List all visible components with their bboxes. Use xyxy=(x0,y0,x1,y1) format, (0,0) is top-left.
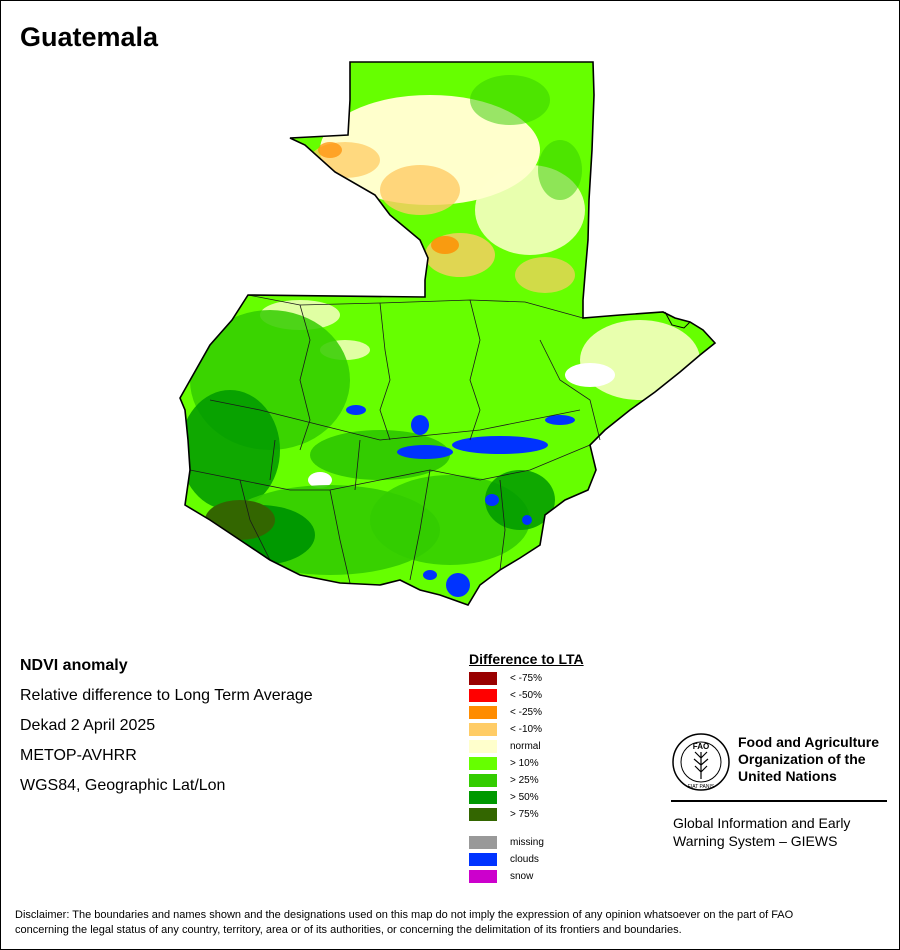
disclaimer: Disclaimer: The boundaries and names sho… xyxy=(15,908,885,938)
legend-item: missing xyxy=(469,836,544,849)
legend-swatch xyxy=(469,689,497,702)
organization-name: Food and Agriculture Organization of the… xyxy=(738,734,879,785)
legend-label: > 25% xyxy=(510,775,539,786)
legend-label: clouds xyxy=(510,854,539,865)
fao-logo-text: FAO xyxy=(693,742,709,751)
legend-swatch xyxy=(469,836,497,849)
legend-swatch xyxy=(469,870,497,883)
map-info: NDVI anomaly Relative difference to Long… xyxy=(20,657,313,807)
legend-item: < -10% xyxy=(469,723,542,736)
legend-label: > 10% xyxy=(510,758,539,769)
department-borders xyxy=(189,294,601,584)
giews-name-line: Warning System – GIEWS xyxy=(673,833,838,849)
legend-item: > 50% xyxy=(469,791,539,804)
giews-name: Global Information and Early Warning Sys… xyxy=(673,814,850,850)
legend-swatch xyxy=(469,808,497,821)
ndvi-map xyxy=(179,61,716,606)
legend: Difference to LTA < -75% < -50% < -25% <… xyxy=(469,651,584,883)
period: Dekad 2 April 2025 xyxy=(20,717,156,734)
legend-label: < -10% xyxy=(510,724,542,735)
legend-label: snow xyxy=(510,871,534,882)
legend-title: Difference to LTA xyxy=(469,651,584,667)
legend-label: missing xyxy=(510,837,544,848)
legend-item: > 75% xyxy=(469,808,539,821)
legend-swatch xyxy=(469,740,497,753)
legend-item: snow xyxy=(469,870,533,883)
legend-swatch xyxy=(469,723,497,736)
legend-item: clouds xyxy=(469,853,539,866)
organization-name-line: Organization of the xyxy=(738,751,866,767)
legend-swatch xyxy=(469,672,497,685)
divider xyxy=(671,800,887,802)
legend-item: < -25% xyxy=(469,706,542,719)
fao-logo-motto: FIAT PANIS xyxy=(688,784,715,790)
legend-label: normal xyxy=(510,741,541,752)
ndvi-raster xyxy=(180,62,715,605)
disclaimer-line: Disclaimer: The boundaries and names sho… xyxy=(15,909,794,921)
product-description: Relative difference to Long Term Average xyxy=(20,687,313,704)
legend-label: < -75% xyxy=(510,673,542,684)
legend-item: > 25% xyxy=(469,774,539,787)
legend-label: > 50% xyxy=(510,792,539,803)
giews-name-line: Global Information and Early xyxy=(673,815,851,831)
legend-item: > 10% xyxy=(469,757,539,770)
legend-label: > 75% xyxy=(510,809,539,820)
coastline-detail xyxy=(664,311,691,329)
legend-label: < -50% xyxy=(510,690,542,701)
legend-item: < -75% xyxy=(469,672,542,685)
legend-swatch xyxy=(469,853,497,866)
legend-item: normal xyxy=(469,740,541,753)
legend-label: < -25% xyxy=(510,707,542,718)
map-title: Guatemala xyxy=(20,22,159,52)
product-name: NDVI anomaly xyxy=(20,657,128,674)
legend-item: < -50% xyxy=(469,689,542,702)
organization-name-line: Food and Agriculture xyxy=(738,734,880,750)
fao-logo-icon: FAO FIAT PANIS xyxy=(672,733,730,791)
organization-name-line: United Nations xyxy=(738,768,837,784)
legend-swatch xyxy=(469,791,497,804)
legend-swatch xyxy=(469,757,497,770)
disclaimer-line: concerning the legal status of any count… xyxy=(15,924,682,936)
legend-swatch xyxy=(469,774,497,787)
sensor: METOP-AVHRR xyxy=(20,747,137,764)
projection: WGS84, Geographic Lat/Lon xyxy=(20,777,226,794)
legend-swatch xyxy=(469,706,497,719)
